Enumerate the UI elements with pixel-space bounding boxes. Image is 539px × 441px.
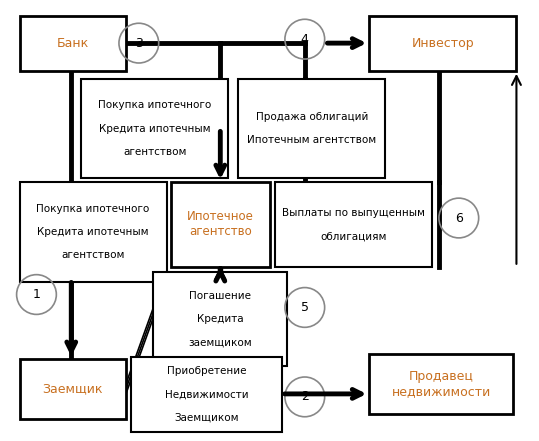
Text: Выплаты по выпущенным

облигациям: Выплаты по выпущенным облигациям — [282, 208, 425, 241]
Text: Банк: Банк — [57, 37, 89, 50]
Bar — [153, 272, 287, 366]
Text: 5: 5 — [301, 301, 309, 314]
Text: Продавец
недвижимости: Продавец недвижимости — [392, 370, 491, 398]
Text: 1: 1 — [32, 288, 40, 301]
Bar — [19, 359, 126, 419]
Text: Покупка ипотечного

Кредита ипотечным

агентством: Покупка ипотечного Кредита ипотечным аге… — [98, 101, 211, 157]
Text: Приобретение

Недвижимости

Заемщиком: Приобретение Недвижимости Заемщиком — [164, 366, 248, 422]
Text: Заемщик: Заемщик — [43, 382, 103, 396]
Bar — [369, 16, 516, 71]
Bar — [81, 79, 228, 178]
Bar — [171, 182, 270, 267]
Text: 6: 6 — [455, 212, 463, 224]
Text: 4: 4 — [301, 33, 309, 46]
Bar — [275, 182, 432, 267]
Bar — [19, 16, 126, 71]
Text: Покупка ипотечного

Кредита ипотечным

агентством: Покупка ипотечного Кредита ипотечным аге… — [37, 204, 150, 260]
Text: 2: 2 — [301, 390, 309, 404]
Bar — [131, 357, 282, 432]
Text: Погашение

Кредита

заемщиком: Погашение Кредита заемщиком — [188, 291, 252, 347]
Text: Инвестор: Инвестор — [412, 37, 474, 50]
Text: 3: 3 — [135, 37, 143, 50]
Text: Ипотечное
агентство: Ипотечное агентство — [187, 210, 254, 239]
Text: Продажа облигаций

Ипотечным агентством: Продажа облигаций Ипотечным агентством — [247, 112, 376, 145]
Bar — [19, 182, 167, 282]
Bar — [238, 79, 385, 178]
Bar — [369, 354, 514, 414]
